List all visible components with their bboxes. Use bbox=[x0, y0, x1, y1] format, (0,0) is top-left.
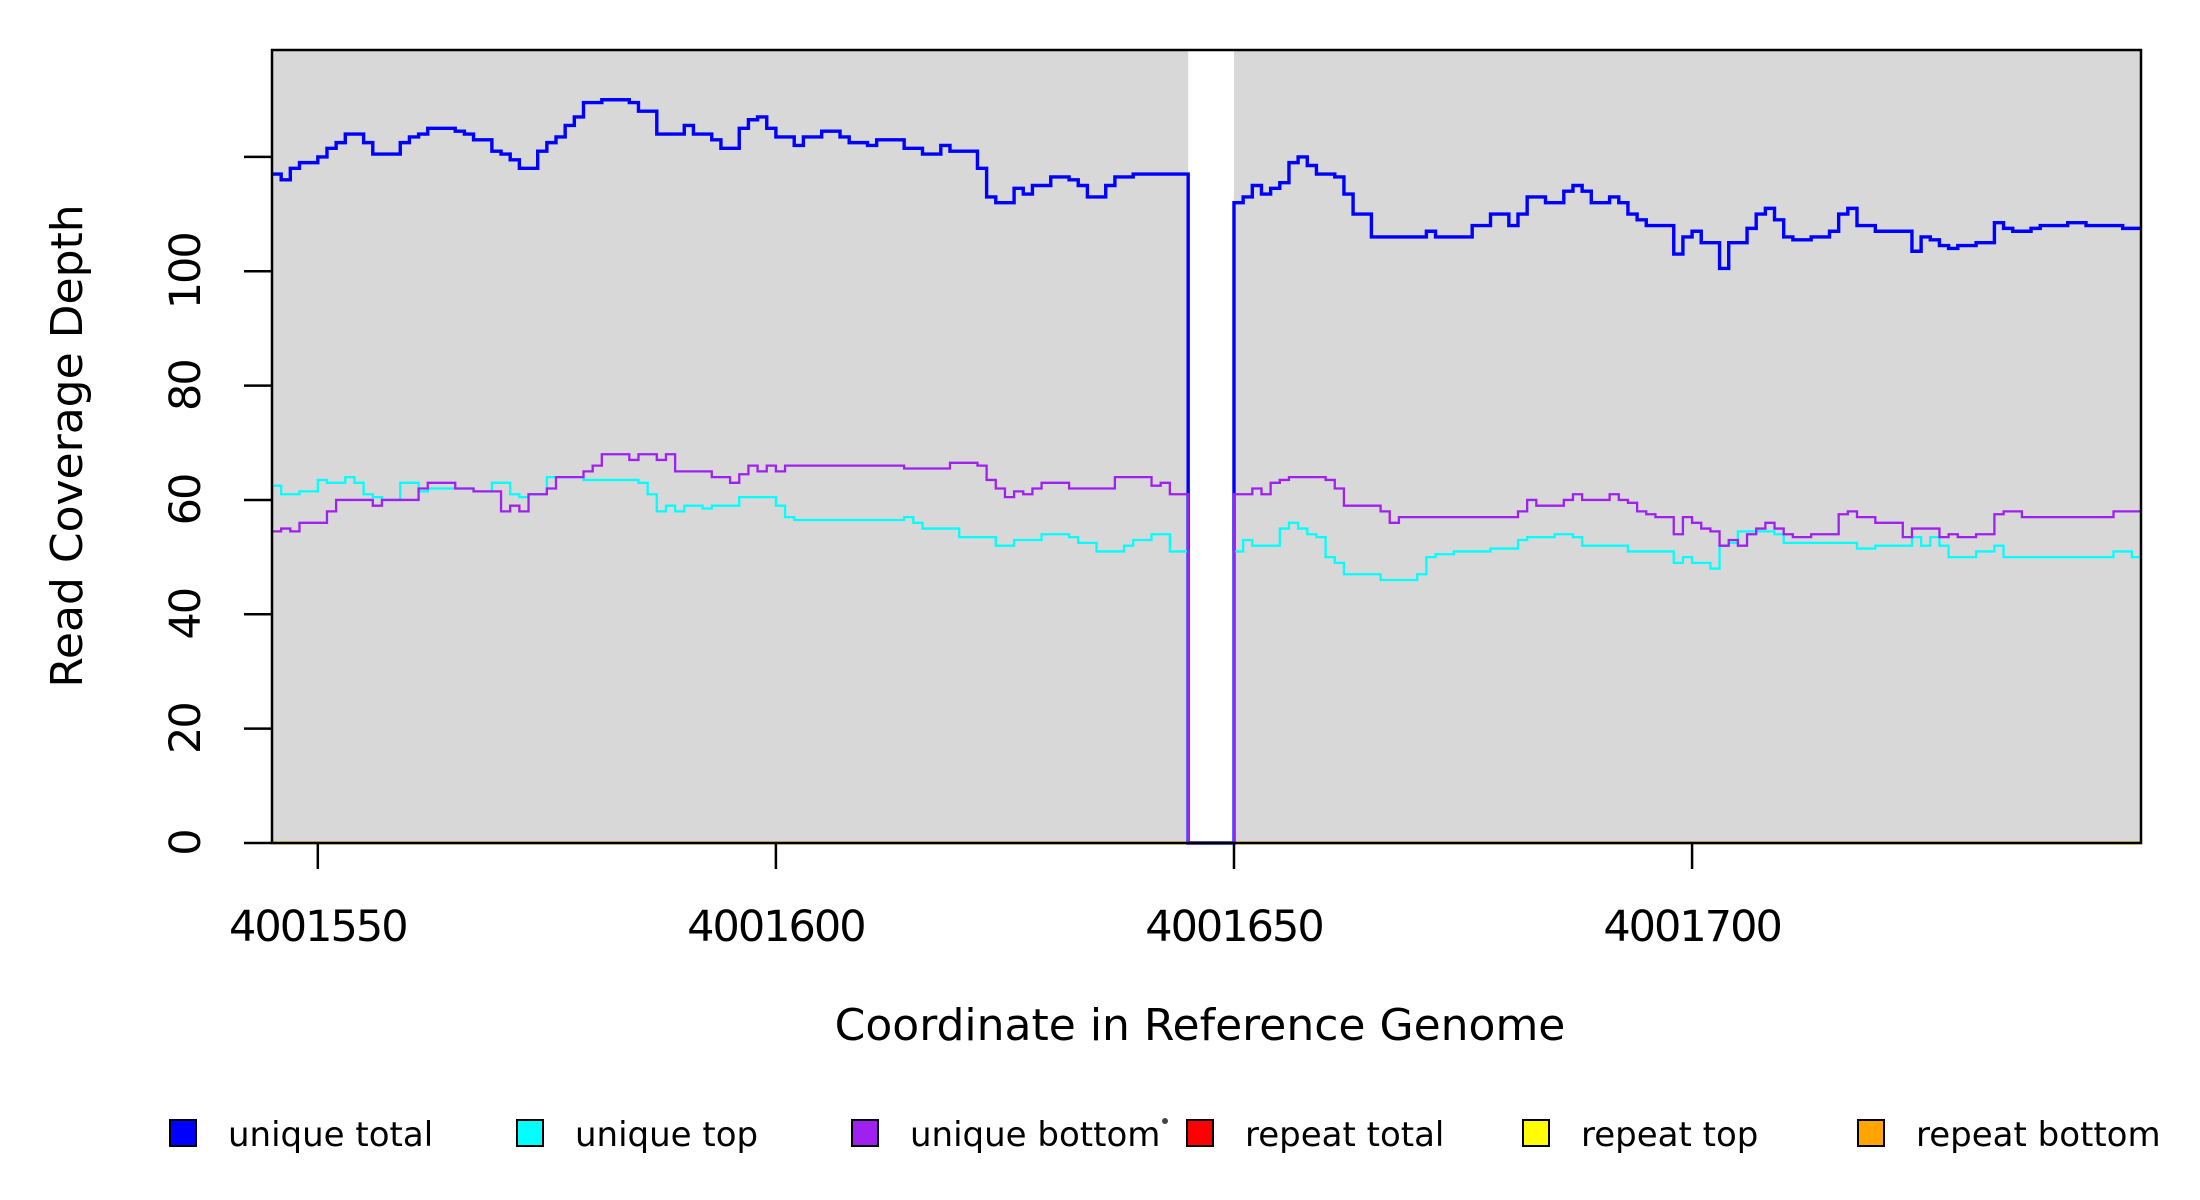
stray-dot-artifact bbox=[1162, 1118, 1168, 1124]
legend-swatch-repeat-total bbox=[1186, 1119, 1214, 1147]
x-axis-tick-label: 4001600 bbox=[687, 902, 865, 952]
legend-item-unique-top: unique top bbox=[516, 1115, 758, 1155]
legend-label: unique bottom bbox=[910, 1115, 1160, 1155]
y-axis-tick-label: 100 bbox=[161, 233, 211, 309]
legend-label: repeat bottom bbox=[1916, 1115, 2161, 1155]
legend-item-repeat-top: repeat top bbox=[1522, 1115, 1758, 1155]
y-axis-title: Read Coverage Depth bbox=[42, 204, 93, 687]
y-axis-tick-label: 0 bbox=[161, 830, 211, 855]
legend-label: repeat total bbox=[1245, 1115, 1444, 1155]
y-axis-tick-label: 80 bbox=[161, 360, 211, 411]
legend-label: repeat top bbox=[1581, 1115, 1758, 1155]
legend-item-unique-total: unique total bbox=[169, 1115, 433, 1155]
legend-item-repeat-total: repeat total bbox=[1186, 1115, 1444, 1155]
legend-swatch-unique-top bbox=[516, 1119, 544, 1147]
plot-box-layer bbox=[270, 48, 2143, 845]
x-axis-tick-label: 4001650 bbox=[1145, 902, 1323, 952]
legend-item-repeat-bottom: repeat bottom bbox=[1857, 1115, 2161, 1155]
legend-label: unique top bbox=[575, 1115, 758, 1155]
axes-layer: 4001550 4001600 4001650 4001700 0 20 40 60 80 100 bbox=[161, 155, 1783, 952]
legend-swatch-repeat-bottom bbox=[1857, 1119, 1885, 1147]
legend-item-unique-bottom: unique bottom bbox=[851, 1115, 1160, 1155]
legend-swatch-repeat-top bbox=[1522, 1119, 1550, 1147]
coverage-gap-band bbox=[1188, 50, 1234, 843]
x-axis-tick-label: 4001700 bbox=[1603, 902, 1781, 952]
plot-background-layer bbox=[272, 50, 2141, 843]
y-axis-tick-label: 60 bbox=[161, 475, 211, 526]
x-axis-tick-label: 4001550 bbox=[229, 902, 407, 952]
y-axis-tick-label: 20 bbox=[161, 703, 211, 754]
legend-swatch-unique-bottom bbox=[851, 1119, 879, 1147]
series-line-unique-bottom bbox=[272, 453, 2141, 845]
plot-border bbox=[270, 48, 2143, 845]
legend-label: unique total bbox=[228, 1115, 433, 1155]
x-axis-title: Coordinate in Reference Genome bbox=[835, 1000, 1566, 1051]
legend: unique total unique top unique bottom repea… bbox=[169, 1115, 2161, 1155]
series-line-unique-top bbox=[272, 475, 2141, 845]
y-axis-tick-label: 40 bbox=[161, 589, 211, 640]
legend-swatch-unique-total bbox=[169, 1119, 197, 1147]
